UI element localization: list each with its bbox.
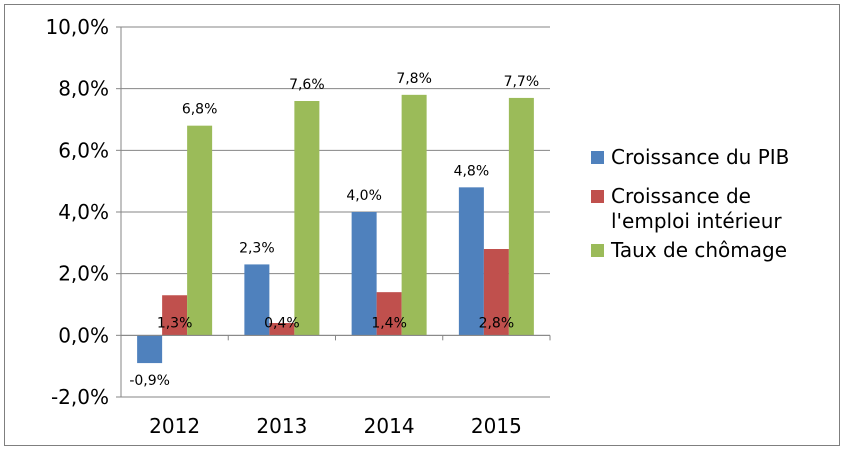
- y-tick-label: 10,0%: [45, 15, 109, 39]
- legend-swatch: [591, 151, 604, 164]
- bar-employment-2014: [376, 292, 402, 336]
- bar-employment-2015: [483, 249, 509, 336]
- y-tick-label: 8,0%: [58, 77, 109, 101]
- y-tick-label: 4,0%: [58, 200, 109, 224]
- data-label: 4,8%: [454, 163, 490, 179]
- bar-unemployment-2014: [401, 94, 427, 336]
- legend-label: l'emploi intérieur: [611, 209, 782, 233]
- chart-plot: -2,0% 0,0% 2,0% 4,0% 6,0% 8,0% 10,0% 2012 2013 20…: [45, 15, 551, 438]
- x-tick-label: 2015: [471, 414, 522, 438]
- data-label: 6,8%: [182, 102, 218, 118]
- y-tick-label: 2,0%: [58, 262, 109, 286]
- bar-unemployment-2013: [294, 101, 320, 336]
- chart-legend: Croissance du PIB Croissance de l'emploi i…: [587, 145, 837, 263]
- data-label: 7,7%: [504, 74, 540, 90]
- data-label: 7,6%: [289, 77, 325, 93]
- legend-swatch: [591, 190, 604, 203]
- y-tick-label: 6,0%: [58, 138, 109, 162]
- data-label: 4,0%: [346, 188, 382, 204]
- y-tick-label: -2,0%: [51, 385, 109, 409]
- bar-gdp-2015: [458, 187, 484, 336]
- bar-gdp-2013: [244, 264, 270, 336]
- bar-employment-2013: [269, 323, 295, 336]
- data-label: 2,3%: [239, 240, 275, 256]
- bar-employment-2012: [162, 295, 188, 336]
- x-tick-label: 2013: [256, 414, 307, 438]
- data-label: -0,9%: [129, 373, 170, 389]
- legend-item: Croissance de l'emploi intérieur: [587, 184, 837, 234]
- bar-unemployment-2015: [508, 97, 534, 336]
- data-label: 0,4%: [264, 315, 300, 331]
- x-tick-label: 2014: [364, 414, 415, 438]
- bar-gdp-2012: [137, 335, 163, 364]
- data-label: 1,4%: [371, 315, 407, 331]
- bar-gdp-2014: [351, 212, 377, 336]
- chart-frame: -2,0% 0,0% 2,0% 4,0% 6,0% 8,0% 10,0% 2012 2013 20…: [4, 4, 840, 446]
- x-tick-label: 2012: [149, 414, 200, 438]
- y-tick-label: 0,0%: [58, 323, 109, 347]
- legend-label: Taux de chômage: [611, 238, 788, 262]
- legend-item: Taux de chômage: [587, 238, 837, 263]
- legend-label: Croissance de: [611, 184, 751, 208]
- data-label: 1,3%: [157, 315, 193, 331]
- data-label: 2,8%: [479, 315, 515, 331]
- bar-unemployment-2012: [187, 125, 213, 336]
- legend-swatch: [591, 244, 604, 257]
- legend-label: Croissance du PIB: [611, 145, 790, 169]
- data-label: 7,8%: [396, 71, 432, 87]
- legend-item: Croissance du PIB: [587, 145, 837, 170]
